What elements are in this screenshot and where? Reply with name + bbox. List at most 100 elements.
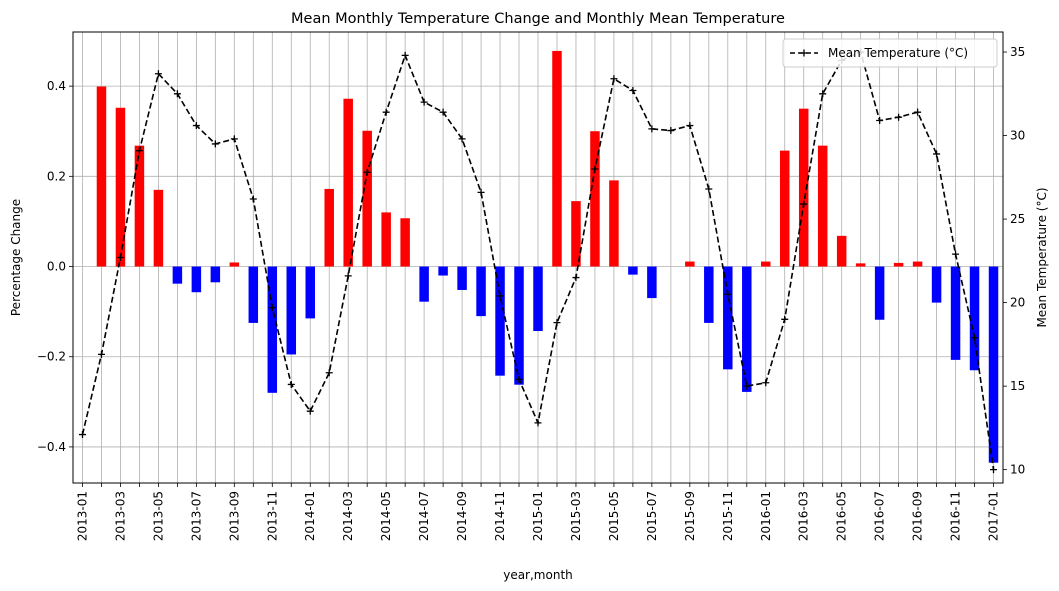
x-tick-label: 2016-09 (911, 491, 925, 541)
bar (495, 266, 505, 376)
temperature-point (724, 290, 732, 298)
chart-title: Mean Monthly Temperature Change and Mont… (291, 11, 785, 27)
bar (457, 266, 467, 290)
bar (514, 266, 524, 385)
temperature-point (990, 466, 998, 474)
bar (874, 266, 885, 320)
x-tick-label: 2016-03 (797, 491, 811, 541)
bar (723, 266, 733, 370)
x-tick-label: 2014-11 (493, 491, 507, 541)
x-tick-label: 2015-03 (569, 491, 583, 541)
bar (647, 266, 657, 299)
temperature-point (135, 147, 143, 155)
bar (419, 266, 429, 302)
temperature-point (876, 117, 884, 125)
temperature-point (591, 165, 599, 173)
temperature-point (458, 135, 466, 143)
temperature-point (420, 98, 428, 106)
temperature-point (819, 90, 827, 98)
legend-box (782, 38, 998, 68)
temperature-point (287, 380, 295, 388)
temperature-point (496, 292, 504, 300)
bar (685, 261, 695, 267)
x-tick-label: 2015-01 (531, 491, 545, 541)
bar (609, 180, 619, 267)
bar (96, 86, 107, 267)
x-tick-label: 2013-03 (113, 491, 127, 541)
temperature-point (572, 274, 580, 282)
temperature-point (268, 304, 276, 312)
temperature-point (192, 122, 200, 130)
x-tick-label: 2014-07 (417, 491, 431, 541)
temperature-point (230, 135, 238, 143)
bar (742, 266, 752, 392)
bar (438, 266, 448, 276)
y-axis-label-left: Percentage Change (9, 199, 23, 316)
temperature-point (382, 108, 390, 116)
temperature-point (686, 122, 694, 130)
legend-plus-marker (800, 49, 808, 57)
bar (836, 235, 847, 267)
x-tick-label: 2014-09 (455, 491, 469, 541)
y-tick-label-right: 35 (1010, 45, 1025, 59)
bar (533, 266, 543, 332)
bar (590, 131, 600, 267)
bar (286, 266, 297, 355)
bar (893, 262, 904, 267)
temperature-point (800, 200, 808, 208)
y-tick-label-right: 10 (1010, 463, 1025, 477)
temperature-point (515, 375, 523, 383)
bar (134, 145, 145, 267)
x-tick-label: 2014-03 (341, 491, 355, 541)
x-tick-label: 2014-05 (379, 491, 393, 541)
temperature-point (97, 350, 105, 358)
bar (324, 188, 334, 267)
y-tick-label-left: 0.0 (47, 260, 66, 274)
bar (912, 261, 923, 267)
temperature-point (914, 108, 922, 116)
temperature-point (401, 51, 409, 59)
x-tick-label: 2016-07 (873, 491, 887, 541)
temperature-point (933, 150, 941, 158)
bar (191, 266, 202, 293)
y-axis-label-right: Mean Temperature (°C) (1035, 187, 1049, 327)
temperature-point (629, 86, 637, 94)
bar (817, 145, 828, 267)
temperature-point (895, 113, 903, 121)
bar (950, 266, 961, 360)
bar (761, 261, 771, 267)
temperature-point (971, 334, 979, 342)
y-tick-label-right: 25 (1010, 212, 1025, 226)
x-tick-label: 2016-01 (759, 491, 773, 541)
bar (628, 266, 638, 275)
bar (931, 266, 942, 303)
x-tick-label: 2015-07 (645, 491, 659, 541)
temperature-point (952, 250, 960, 258)
y-tick-label-left: 0.2 (47, 169, 66, 183)
temperature-point (648, 125, 656, 133)
temperature-point (306, 407, 314, 415)
temperature-point (534, 419, 542, 427)
bar (704, 266, 714, 323)
legend-label: Mean Temperature (°C) (828, 46, 968, 60)
x-tick-label: 2013-05 (151, 491, 165, 541)
temperature-point (477, 188, 485, 196)
temperature-point (344, 272, 352, 280)
bar (552, 50, 562, 267)
temperature-point (363, 168, 371, 176)
bar (229, 262, 240, 267)
temperature-point (762, 379, 770, 387)
temperature-point (78, 431, 86, 439)
bar (343, 98, 353, 267)
x-axis-label: year,month (503, 568, 573, 582)
bar (798, 108, 809, 267)
temperature-point (553, 319, 561, 327)
bar (381, 212, 391, 267)
bar (248, 266, 259, 323)
y-tick-label-left: −0.2 (37, 350, 66, 364)
x-tick-label: 2016-05 (835, 491, 849, 541)
x-tick-label: 2013-09 (227, 491, 241, 541)
temperature-point (610, 75, 618, 83)
legend: Mean Temperature (°C) (782, 38, 998, 68)
